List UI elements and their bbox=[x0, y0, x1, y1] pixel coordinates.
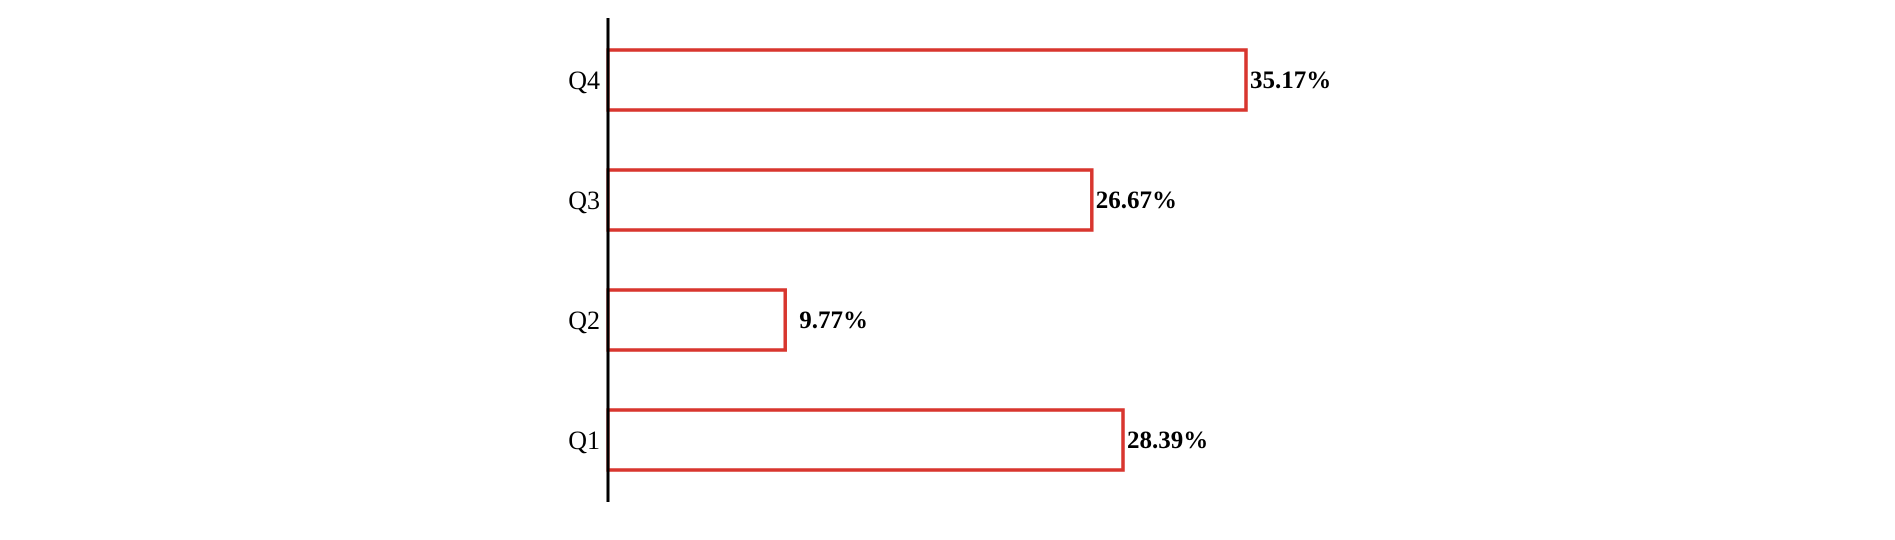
category-label-q1: Q1 bbox=[568, 426, 600, 455]
bars-layer bbox=[606, 48, 1248, 472]
category-label-q4: Q4 bbox=[568, 66, 600, 95]
bar-q1 bbox=[606, 408, 1125, 472]
bar-q3 bbox=[606, 168, 1094, 232]
category-label-q3: Q3 bbox=[568, 186, 600, 215]
value-label-q3: 26.67% bbox=[1096, 187, 1177, 214]
value-label-q2: 9.77% bbox=[799, 307, 868, 334]
bar-q2 bbox=[606, 288, 787, 352]
category-label-q2: Q2 bbox=[568, 306, 600, 335]
bar-q4 bbox=[606, 48, 1248, 112]
value-label-q1: 28.39% bbox=[1127, 427, 1208, 454]
value-label-q4: 35.17% bbox=[1250, 67, 1331, 94]
labels-layer: Q1 28.39% Q2 9.77% Q3 26.67% Q4 35.17% bbox=[568, 66, 1331, 455]
